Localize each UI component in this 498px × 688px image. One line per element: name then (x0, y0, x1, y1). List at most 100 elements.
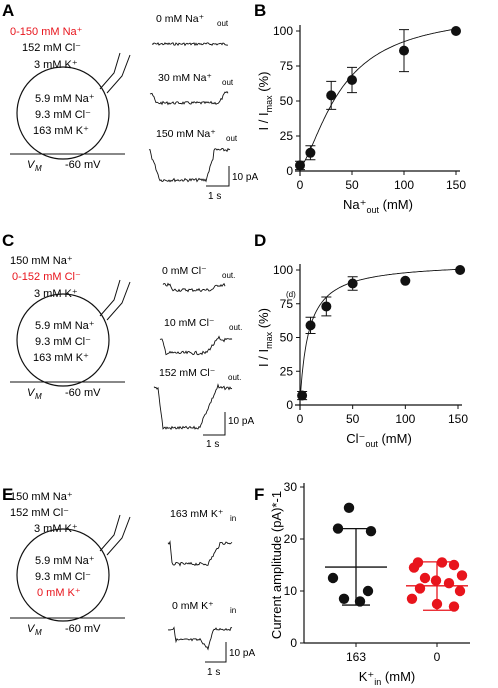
chart-f-data-point (430, 575, 442, 586)
chart-f-y-tick-label: 30 (284, 480, 298, 494)
chart-d: 0 25 50 75 100 0 50 100 150 I / Imax (%) (d) Cl⁻out… (256, 263, 468, 449)
panel-e-trace1 (167, 540, 233, 567)
panel-letter-e: E (2, 485, 13, 504)
panel-a-cell-k: 163 mM K⁺ (33, 125, 89, 137)
panel-e-scale-y: 10 pA (229, 648, 255, 659)
chart-b-data-point (295, 160, 305, 171)
panel-c-trace1-label: 0 mM Cl⁻ (162, 265, 207, 277)
panel-a-trace3-label: 150 mM Na⁺ (156, 128, 216, 140)
panel-a-vm-value: -60 mV (65, 159, 101, 171)
chart-f-data-point (448, 559, 460, 571)
panel-a-scale-y: 10 pA (232, 172, 258, 183)
panel-a-trace1 (151, 42, 229, 47)
panel-letter-f: F (254, 485, 264, 504)
chart-b-x-tick-label: 100 (394, 178, 414, 192)
panel-c-trace2 (159, 335, 233, 356)
panel-e-bath-na: 150 mM Na⁺ (10, 491, 73, 503)
chart-b-x-tick-label: 150 (446, 178, 466, 192)
panel-c-traces: 0 mM Cl⁻ out. 10 mM Cl⁻ out. 152 mM Cl⁻ … (153, 265, 254, 450)
chart-f: 0 10 20 30 163 0 Current amplitude (pA)*-1 K⁺in… (269, 480, 470, 687)
chart-d-y-label: I / Imax (%) (256, 308, 274, 367)
chart-d-data-point (347, 278, 358, 289)
chart-d-x-tick-label: 50 (346, 412, 360, 426)
panel-letter-d: D (254, 231, 266, 250)
panel-a-trace3-sub: out (226, 134, 238, 143)
panel-e-scale-x: 1 s (207, 667, 220, 678)
panel-c-trace2-label: 10 mM Cl⁻ (164, 317, 215, 329)
chart-b-fit-curve (299, 28, 457, 168)
panel-e-cell-diagram: 150 mM Na⁺ 152 mM Cl⁻ 3 mM K⁺ 5.9 mM Na⁺… (10, 491, 131, 637)
chart-f-data-point (406, 593, 418, 604)
panel-c-scale-bar (203, 412, 226, 436)
panel-e-cell-k: 0 mM K⁺ (37, 587, 81, 599)
chart-b-y-tick-label: 0 (286, 164, 293, 178)
chart-b-x-tick-label: 0 (297, 178, 304, 192)
panel-letter-a: A (2, 1, 14, 20)
chart-b-x-label: Na⁺out (mM) (343, 197, 413, 215)
chart-d-x-tick-label: 100 (395, 412, 415, 426)
chart-f-data-point (448, 601, 460, 612)
panel-c-scale-x: 1 s (206, 439, 219, 450)
chart-b: 0 25 50 75 100 0 50 100 150 I / Imax (%) Na⁺out (m… (256, 24, 466, 215)
panel-a-vm-label: V (27, 159, 36, 171)
chart-b-data-point (326, 90, 337, 101)
chart-d-data-point (297, 390, 308, 401)
chart-f-data-point (419, 572, 431, 584)
chart-d-data-point (321, 301, 332, 312)
chart-d-data-point (455, 265, 466, 275)
chart-f-y-tick-label: 0 (290, 636, 297, 650)
panel-a-bath-na: 0-150 mM Na⁺ (10, 26, 83, 38)
panel-c-cell-diagram: 150 mM Na⁺ 0-152 mM Cl⁻ 3 mM K⁺ 5.9 mM N… (10, 255, 131, 401)
panel-c-cell-na: 5.9 mM Na⁺ (35, 320, 95, 332)
panel-e-vm-label: V (27, 623, 36, 635)
chart-d-y-tick-label: 0 (286, 398, 293, 412)
panel-e-trace1-sub: in (230, 514, 236, 523)
chart-b-x-tick-label: 50 (345, 178, 359, 192)
panel-e-cell (16, 528, 110, 622)
chart-d-data-point (305, 320, 316, 331)
panel-c-cell (16, 293, 110, 387)
chart-f-data-point (414, 583, 426, 594)
panel-e-trace2 (167, 626, 233, 651)
panel-e-cell-na: 5.9 mM Na⁺ (35, 555, 95, 567)
chart-d-x-tick-label: 0 (297, 412, 304, 426)
panel-a-trace2-sub: out (222, 78, 234, 87)
chart-f-y-label: Current amplitude (pA)*-1 (269, 491, 284, 639)
panel-c-scale-y: 10 pA (228, 416, 254, 427)
panel-c-vm-sub: M (35, 392, 42, 401)
panel-e-bath-cl: 152 mM Cl⁻ (10, 507, 69, 519)
panel-e-trace1-label: 163 mM K⁺ (170, 508, 224, 520)
panel-c-vm-label: V (27, 387, 36, 399)
panel-a-cell-na: 5.9 mM Na⁺ (35, 93, 95, 105)
chart-f-data-point (327, 572, 339, 584)
panel-e-traces: 163 mM K⁺ in 0 mM K⁺ in 10 pA 1 s (167, 508, 255, 678)
panel-c-cell-cl: 9.3 mM Cl⁻ (35, 336, 91, 348)
panel-c-trace1 (162, 282, 226, 293)
chart-d-data-point (400, 275, 411, 286)
panel-e-scale-bar (205, 642, 227, 663)
panel-letter-c: C (2, 231, 14, 250)
panel-a-bath-k: 3 mM K⁺ (34, 59, 78, 71)
panel-a-scale-x: 1 s (208, 191, 221, 202)
panel-c-bath-cl: 0-152 mM Cl⁻ (12, 271, 81, 283)
chart-f-data-point (365, 526, 377, 537)
panel-a-cell (16, 66, 110, 160)
chart-d-y-label-note: (d) (286, 290, 296, 299)
panel-c-trace3 (153, 383, 233, 431)
chart-f-x-tick-label: 0 (434, 650, 441, 664)
panel-e-cell-cl: 9.3 mM Cl⁻ (35, 571, 91, 583)
chart-b-y-label: I / Imax (%) (256, 72, 274, 131)
panel-c-bath-na: 150 mM Na⁺ (10, 255, 73, 267)
chart-b-y-tick-label: 100 (273, 24, 293, 38)
panel-a-scale-bar (206, 166, 230, 187)
panel-letter-b: B (254, 1, 266, 20)
chart-f-data-point (338, 593, 350, 604)
chart-d-y-tick-label: 100 (273, 263, 293, 277)
panel-a-cell-diagram: 0-150 mM Na⁺ 152 mM Cl⁻ 3 mM K⁺ 5.9 mM N… (10, 26, 131, 173)
panel-a-bath-cl: 152 mM Cl⁻ (22, 42, 81, 54)
panel-c-cell-k: 163 mM K⁺ (33, 352, 89, 364)
panel-e-vm-sub: M (35, 628, 42, 637)
chart-b-data-point (305, 147, 316, 158)
chart-d-x-tick-label: 150 (448, 412, 468, 426)
